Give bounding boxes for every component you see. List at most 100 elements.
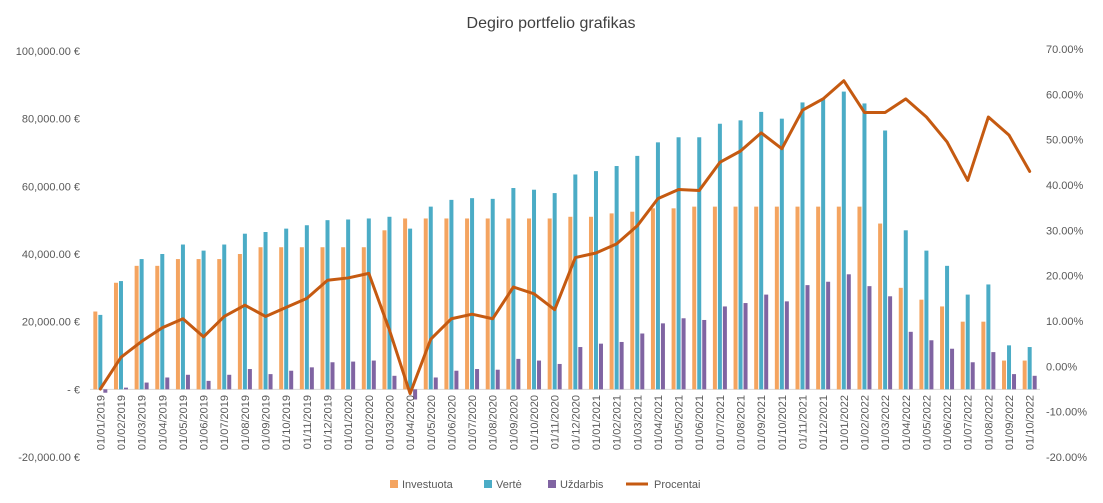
bar-u-darbis [537, 360, 542, 390]
x-tick-label: 01/08/2019 [240, 395, 252, 450]
bar-vert- [449, 199, 454, 390]
bar-investuota [382, 230, 387, 390]
bar-investuota [712, 206, 717, 390]
y-right-tick-label: -10.00% [1046, 407, 1087, 419]
bar-investuota [878, 223, 883, 390]
x-tick-label: 01/12/2019 [323, 395, 335, 450]
x-tick-label: 01/03/2022 [880, 395, 892, 450]
bar-u-darbis [619, 341, 624, 390]
x-tick-label: 01/09/2022 [1004, 395, 1016, 450]
bar-investuota [547, 218, 552, 390]
bar-u-darbis [103, 389, 108, 393]
bar-investuota [816, 206, 821, 390]
bar-u-darbis [516, 358, 521, 390]
bar-u-darbis [660, 323, 665, 390]
y-left-tick-label: 80,000.00 € [22, 114, 80, 126]
y-right-tick-label: 60.00% [1046, 89, 1084, 101]
bar-investuota [134, 265, 139, 390]
bar-u-darbis [702, 319, 707, 390]
legend-swatch [390, 480, 398, 488]
x-tick-label: 01/01/2019 [95, 395, 107, 450]
bar-u-darbis [640, 333, 645, 390]
bar-investuota [1002, 360, 1007, 390]
bar-vert- [470, 198, 475, 390]
x-tick-label: 01/10/2020 [529, 395, 541, 450]
bar-u-darbis [1032, 375, 1037, 390]
bar-vert- [759, 111, 764, 390]
bar-vert- [118, 281, 123, 390]
bar-u-darbis [392, 375, 397, 390]
x-tick-label: 01/06/2020 [446, 395, 458, 450]
bar-investuota [444, 218, 449, 390]
bar-investuota [320, 247, 325, 390]
x-tick-label: 01/06/2022 [942, 395, 954, 450]
x-tick-label: 01/05/2022 [921, 395, 933, 450]
x-tick-label: 01/05/2020 [426, 395, 438, 450]
legend-label: Investuota [402, 479, 454, 491]
bar-vert- [965, 294, 970, 390]
x-tick-label: 01/07/2020 [467, 395, 479, 450]
y-right-tick-label: 10.00% [1046, 316, 1084, 328]
bar-u-darbis [206, 380, 211, 390]
legend-item: Procentai [626, 479, 700, 491]
bar-u-darbis [557, 363, 562, 390]
bar-u-darbis [722, 306, 727, 390]
y-right-tick-label: 20.00% [1046, 271, 1084, 283]
bar-vert- [180, 244, 185, 390]
x-tick-label: 01/11/2020 [550, 395, 562, 449]
bar-investuota [568, 216, 573, 390]
bar-vert- [1027, 347, 1032, 390]
x-tick-label: 01/09/2019 [261, 395, 273, 450]
bar-u-darbis [764, 294, 769, 390]
y-right-tick-label: 40.00% [1046, 180, 1084, 192]
x-tick-label: 01/02/2019 [116, 395, 128, 450]
bar-vert- [697, 137, 702, 390]
bar-u-darbis [495, 369, 500, 390]
bar-investuota [237, 254, 242, 390]
x-tick-label: 01/07/2021 [715, 395, 727, 450]
bar-investuota [940, 306, 945, 390]
bar-u-darbis [991, 352, 996, 390]
bar-u-darbis [413, 389, 418, 400]
bar-u-darbis [371, 360, 376, 390]
bar-vert- [986, 284, 991, 390]
bar-vert- [945, 265, 950, 390]
bar-vert- [614, 166, 619, 390]
legend-swatch [548, 480, 556, 488]
y-left-tick-label: -20,000.00 € [18, 452, 80, 464]
bar-vert- [841, 91, 846, 390]
bar-investuota [361, 247, 366, 390]
bar-u-darbis [950, 348, 955, 390]
bar-u-darbis [805, 285, 810, 390]
bar-investuota [692, 206, 697, 390]
bar-u-darbis [185, 374, 190, 390]
line-procentai [98, 79, 1032, 396]
bar-investuota [857, 206, 862, 390]
bar-vert- [263, 232, 268, 390]
bar-vert- [366, 218, 371, 390]
bar-vert- [428, 206, 433, 390]
bar-investuota [733, 206, 738, 390]
bar-investuota [506, 218, 511, 390]
bar-investuota [465, 218, 470, 390]
bar-u-darbis [784, 301, 789, 390]
bar-u-darbis [227, 374, 232, 390]
bar-investuota [217, 259, 222, 390]
bar-investuota [258, 247, 263, 390]
bar-investuota [485, 218, 490, 390]
y-right-tick-label: 70.00% [1046, 44, 1084, 56]
bar-vert- [346, 219, 351, 390]
bar-vert- [593, 171, 598, 390]
x-tick-label: 01/03/2020 [384, 395, 396, 450]
y-left-tick-label: 40,000.00 € [22, 249, 80, 261]
x-tick-label: 01/11/2019 [302, 395, 314, 449]
legend-label: Uždarbis [560, 479, 604, 491]
bar-u-darbis [970, 362, 975, 390]
bar-u-darbis [123, 387, 128, 390]
bar-investuota [671, 208, 676, 390]
bar-u-darbis [454, 370, 459, 390]
bar-vert- [883, 130, 888, 390]
x-tick-label: 01/08/2021 [736, 395, 748, 450]
bar-investuota [898, 287, 903, 390]
